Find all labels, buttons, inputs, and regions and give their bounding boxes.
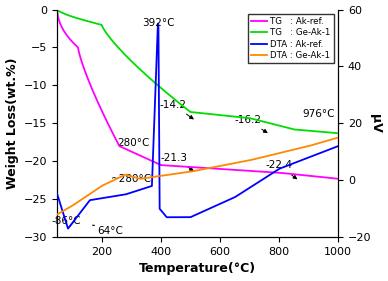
Text: -21.3: -21.3 xyxy=(160,153,193,171)
X-axis label: Temperature(°C): Temperature(°C) xyxy=(139,262,256,275)
Text: -22.4: -22.4 xyxy=(265,160,296,179)
Text: 280°C: 280°C xyxy=(117,138,149,148)
Y-axis label: Weight Loss(wt.%): Weight Loss(wt.%) xyxy=(5,58,19,189)
Y-axis label: μV: μV xyxy=(369,114,383,133)
Legend: TG   : Ak-ref., TG   : Ge-Ak-1, DTA : Ak-ref., DTA : Ge-Ak-1: TG : Ak-ref., TG : Ge-Ak-1, DTA : Ak-ref… xyxy=(248,14,334,63)
Text: 976°C: 976°C xyxy=(302,109,334,119)
Text: 392°C: 392°C xyxy=(142,18,175,28)
Text: -86°C: -86°C xyxy=(51,216,81,226)
Text: -16.2: -16.2 xyxy=(234,115,267,133)
Text: 64°C: 64°C xyxy=(97,226,123,236)
Text: -14.2: -14.2 xyxy=(160,100,193,119)
Text: ~280°C: ~280°C xyxy=(111,174,152,184)
